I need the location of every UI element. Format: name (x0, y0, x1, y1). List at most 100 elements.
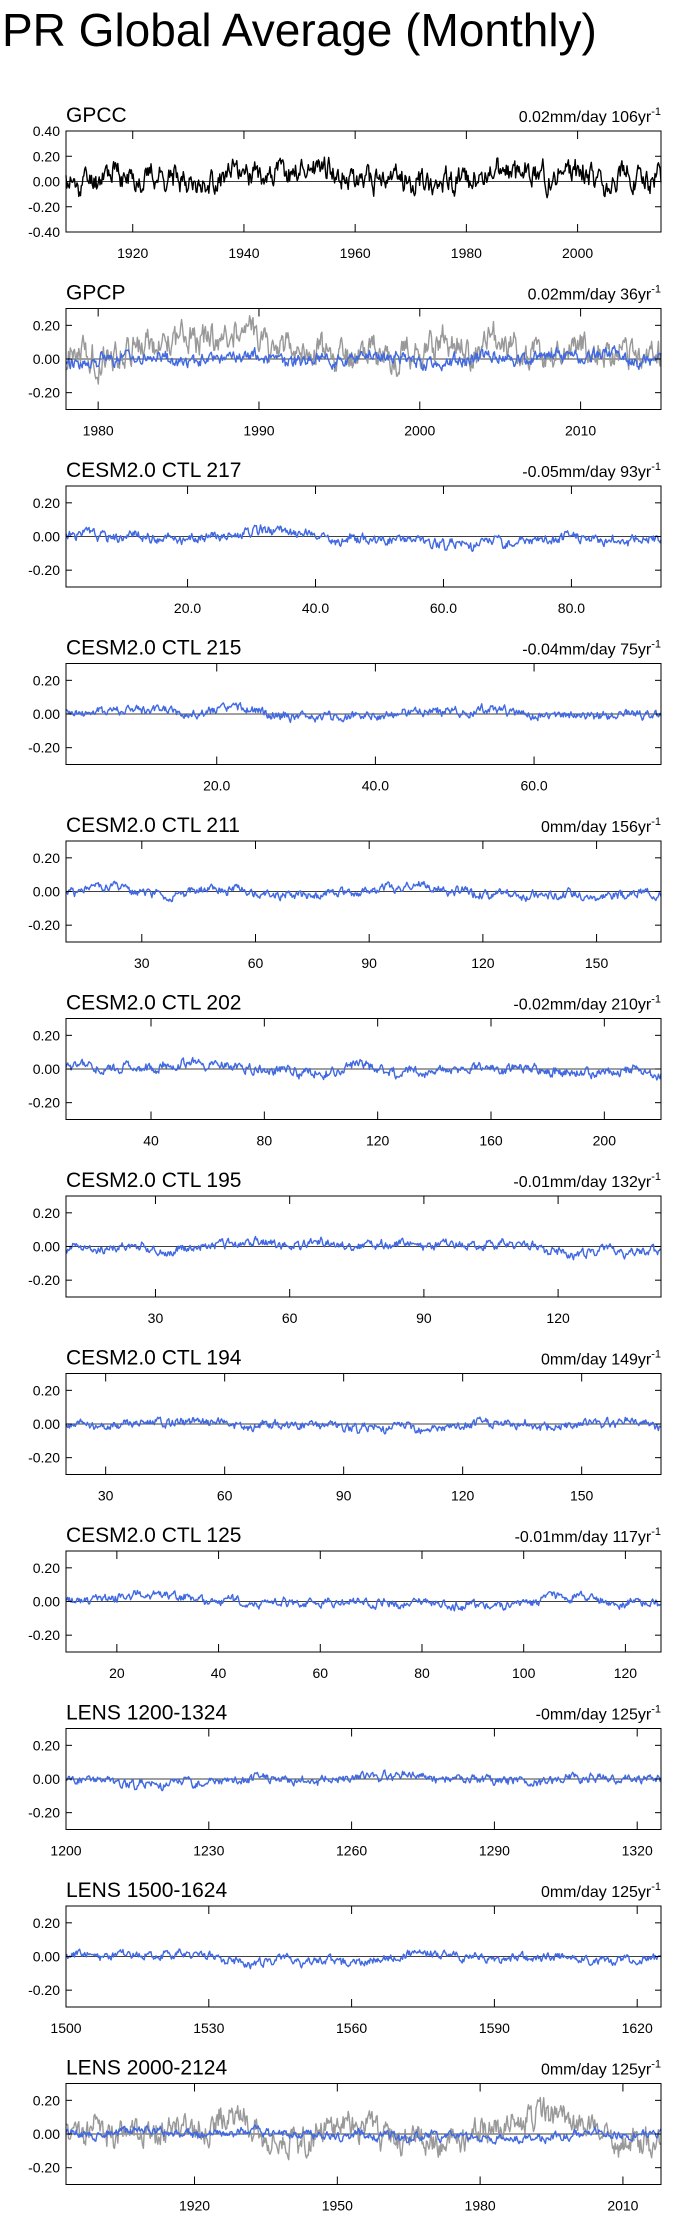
y-tick-label: -0.20 (28, 1095, 60, 1111)
panel: GPCP 0.02mm/day 36yr-1 0.20 0.00 -0.20 1980 19… (28, 282, 662, 439)
y-tick-label: 0.00 (33, 1239, 60, 1255)
x-tick-label: 30 (98, 1488, 114, 1504)
x-tick-label: 150 (570, 1488, 594, 1504)
x-tick-label: 1230 (193, 1843, 224, 1859)
panel: CESM2.0 CTL 211 0mm/day 156yr-1 0.20 0.00 -0… (28, 814, 662, 971)
x-tick-label: 60.0 (520, 778, 547, 794)
trend-value: -0.02mm/day 210yr (513, 997, 652, 1014)
trend-label: 0mm/day 125yr-1 (541, 1881, 661, 1901)
y-tick-label: 0.40 (33, 123, 60, 139)
trend-value: -0.04mm/day 75yr (522, 642, 652, 659)
trend-exponent: -1 (651, 1704, 661, 1716)
panel: GPCC 0.02mm/day 106yr-1 0.40 0.20 0.00 -0.20 -… (28, 104, 662, 261)
figure-title: PR Global Average (Monthly) (2, 4, 597, 56)
panel-title: LENS 1500-1624 (66, 1879, 227, 1902)
x-tick-label: 1920 (117, 245, 148, 261)
x-tick-label: 60 (217, 1488, 233, 1504)
x-tick-label: 30 (148, 1310, 164, 1326)
trend-label: 0.02mm/day 36yr-1 (528, 284, 661, 304)
y-tick-label: -0.20 (28, 740, 60, 756)
panel: CESM2.0 CTL 195 -0.01mm/day 132yr-1 0.20 0.… (28, 1169, 662, 1326)
x-tick-label: 2000 (404, 423, 435, 439)
trend-value: -0.01mm/day 117yr (515, 1529, 652, 1546)
trend-label: -0.04mm/day 75yr-1 (522, 639, 661, 659)
x-tick-label: 1980 (83, 423, 114, 439)
y-tick-label: 0.20 (33, 2092, 60, 2108)
trend-exponent: -1 (651, 639, 661, 651)
trend-value: -0mm/day 125yr (536, 1707, 652, 1724)
y-tick-label: 0.20 (33, 1737, 60, 1753)
trend-value: 0.02mm/day 106yr (519, 109, 652, 126)
trend-value: 0mm/day 156yr (541, 819, 652, 836)
y-tick-label: 0.20 (33, 672, 60, 688)
panel: CESM2.0 CTL 217 -0.05mm/day 93yr-1 0.20 0.0… (28, 459, 662, 616)
series-line (65, 702, 662, 724)
y-tick-label: 0.00 (33, 529, 60, 545)
x-tick-label: 200 (593, 1133, 617, 1149)
trend-value: 0mm/day 125yr (541, 2062, 652, 2079)
trend-exponent: -1 (651, 284, 661, 296)
x-tick-label: 120 (471, 955, 495, 971)
y-tick-label: 0.00 (33, 351, 60, 367)
x-tick-label: 90 (416, 1310, 432, 1326)
x-tick-label: 20.0 (203, 778, 230, 794)
trend-value: 0mm/day 149yr (541, 1352, 652, 1369)
panel: CESM2.0 CTL 194 0mm/day 149yr-1 0.20 0.00 -0… (28, 1347, 662, 1504)
y-tick-label: 0.20 (33, 1560, 60, 1576)
x-tick-label: 80 (257, 1133, 273, 1149)
trend-value: -0.05mm/day 93yr (522, 464, 652, 481)
y-tick-label: 0.00 (33, 1771, 60, 1787)
y-tick-label: -0.20 (28, 2160, 60, 2176)
x-tick-label: 60 (312, 1665, 328, 1681)
y-tick-label: 0.00 (33, 2126, 60, 2142)
x-tick-label: 1260 (336, 1843, 367, 1859)
x-tick-label: 150 (585, 955, 609, 971)
panel: CESM2.0 CTL 202 -0.02mm/day 210yr-1 0.20 0.… (28, 992, 662, 1149)
x-tick-label: 90 (336, 1488, 352, 1504)
x-tick-label: 1980 (465, 2198, 496, 2214)
series-line (65, 1056, 662, 1081)
x-tick-label: 80 (414, 1665, 430, 1681)
x-tick-label: 1290 (479, 1843, 510, 1859)
series-line (65, 1416, 662, 1435)
y-tick-label: 0.00 (33, 1061, 60, 1077)
x-tick-label: 60 (282, 1310, 298, 1326)
y-tick-label: 0.20 (33, 495, 60, 511)
panel-title: CESM2.0 CTL 217 (66, 459, 241, 482)
panel-title: CESM2.0 CTL 125 (66, 1524, 241, 1547)
panel-title: CESM2.0 CTL 202 (66, 992, 241, 1015)
x-tick-label: 40 (211, 1665, 227, 1681)
y-tick-label: 0.00 (33, 706, 60, 722)
panel-title: CESM2.0 CTL 211 (66, 814, 240, 837)
series-line (65, 2096, 662, 2161)
trend-label: -0.01mm/day 117yr-1 (515, 1526, 661, 1546)
y-tick-label: 0.00 (33, 1594, 60, 1610)
y-tick-label: 0.00 (33, 884, 60, 900)
x-tick-label: 120 (614, 1665, 638, 1681)
trend-exponent: -1 (651, 816, 661, 828)
x-tick-label: 1620 (622, 2020, 653, 2036)
x-tick-label: 40 (143, 1133, 159, 1149)
trend-exponent: -1 (651, 994, 661, 1006)
y-tick-label: 0.20 (33, 1027, 60, 1043)
x-tick-label: 1980 (451, 245, 482, 261)
y-tick-label: -0.20 (28, 917, 60, 933)
trend-value: 0mm/day 125yr (541, 1884, 652, 1901)
x-tick-label: 20 (109, 1665, 125, 1681)
x-tick-label: 1960 (340, 245, 371, 261)
series-line (65, 1948, 662, 1970)
x-tick-label: 120 (366, 1133, 390, 1149)
x-tick-label: 1560 (336, 2020, 367, 2036)
trend-label: -0.05mm/day 93yr-1 (522, 461, 661, 481)
x-tick-label: 40.0 (302, 600, 329, 616)
y-tick-label: -0.20 (28, 385, 60, 401)
x-tick-label: 80.0 (558, 600, 585, 616)
panel: LENS 1200-1324 -0mm/day 125yr-1 0.20 0.00 -0… (28, 1702, 662, 1859)
series-line (65, 315, 662, 385)
trend-exponent: -1 (651, 1881, 661, 1893)
trend-exponent: -1 (651, 461, 661, 473)
y-tick-label: 0.00 (33, 174, 60, 190)
y-tick-label: 0.00 (33, 1949, 60, 1965)
x-tick-label: 100 (512, 1665, 536, 1681)
